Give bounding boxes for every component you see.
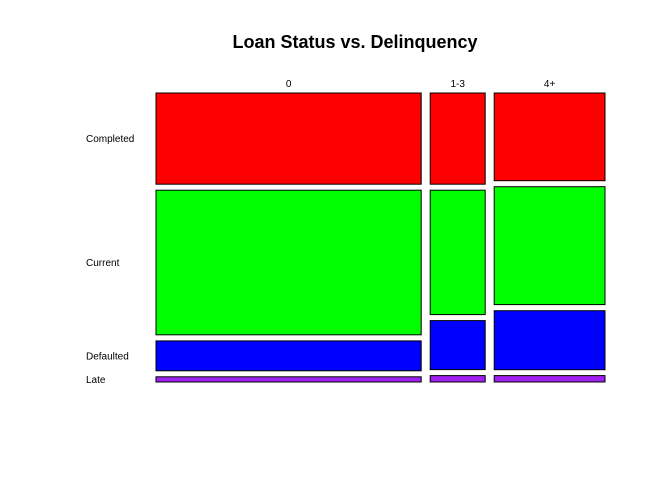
mosaic-tile (155, 189, 422, 336)
column-label: 4+ (544, 79, 556, 90)
mosaic-tile (429, 189, 486, 316)
mosaic-tile (493, 186, 606, 306)
mosaic-tile (429, 375, 486, 383)
chart-title: Loan Status vs. Delinquency (232, 32, 477, 52)
row-label: Late (86, 375, 106, 386)
mosaic-tile (155, 340, 422, 372)
row-label: Defaulted (86, 351, 129, 362)
mosaic-tile (493, 310, 606, 371)
mosaic-tiles (155, 92, 606, 383)
row-labels: Completed Current Defaulted Late (86, 134, 134, 386)
mosaic-tile (155, 92, 422, 185)
mosaic-tile (429, 92, 486, 185)
column-label: 0 (286, 79, 292, 90)
column-label: 1-3 (450, 79, 465, 90)
mosaic-tile (493, 375, 606, 383)
row-label: Completed (86, 134, 134, 145)
column-labels: 0 1-3 4+ (286, 79, 556, 90)
row-label: Current (86, 258, 120, 269)
mosaic-tile (155, 376, 422, 383)
mosaic-tile (429, 320, 486, 371)
mosaic-tile (493, 92, 606, 182)
